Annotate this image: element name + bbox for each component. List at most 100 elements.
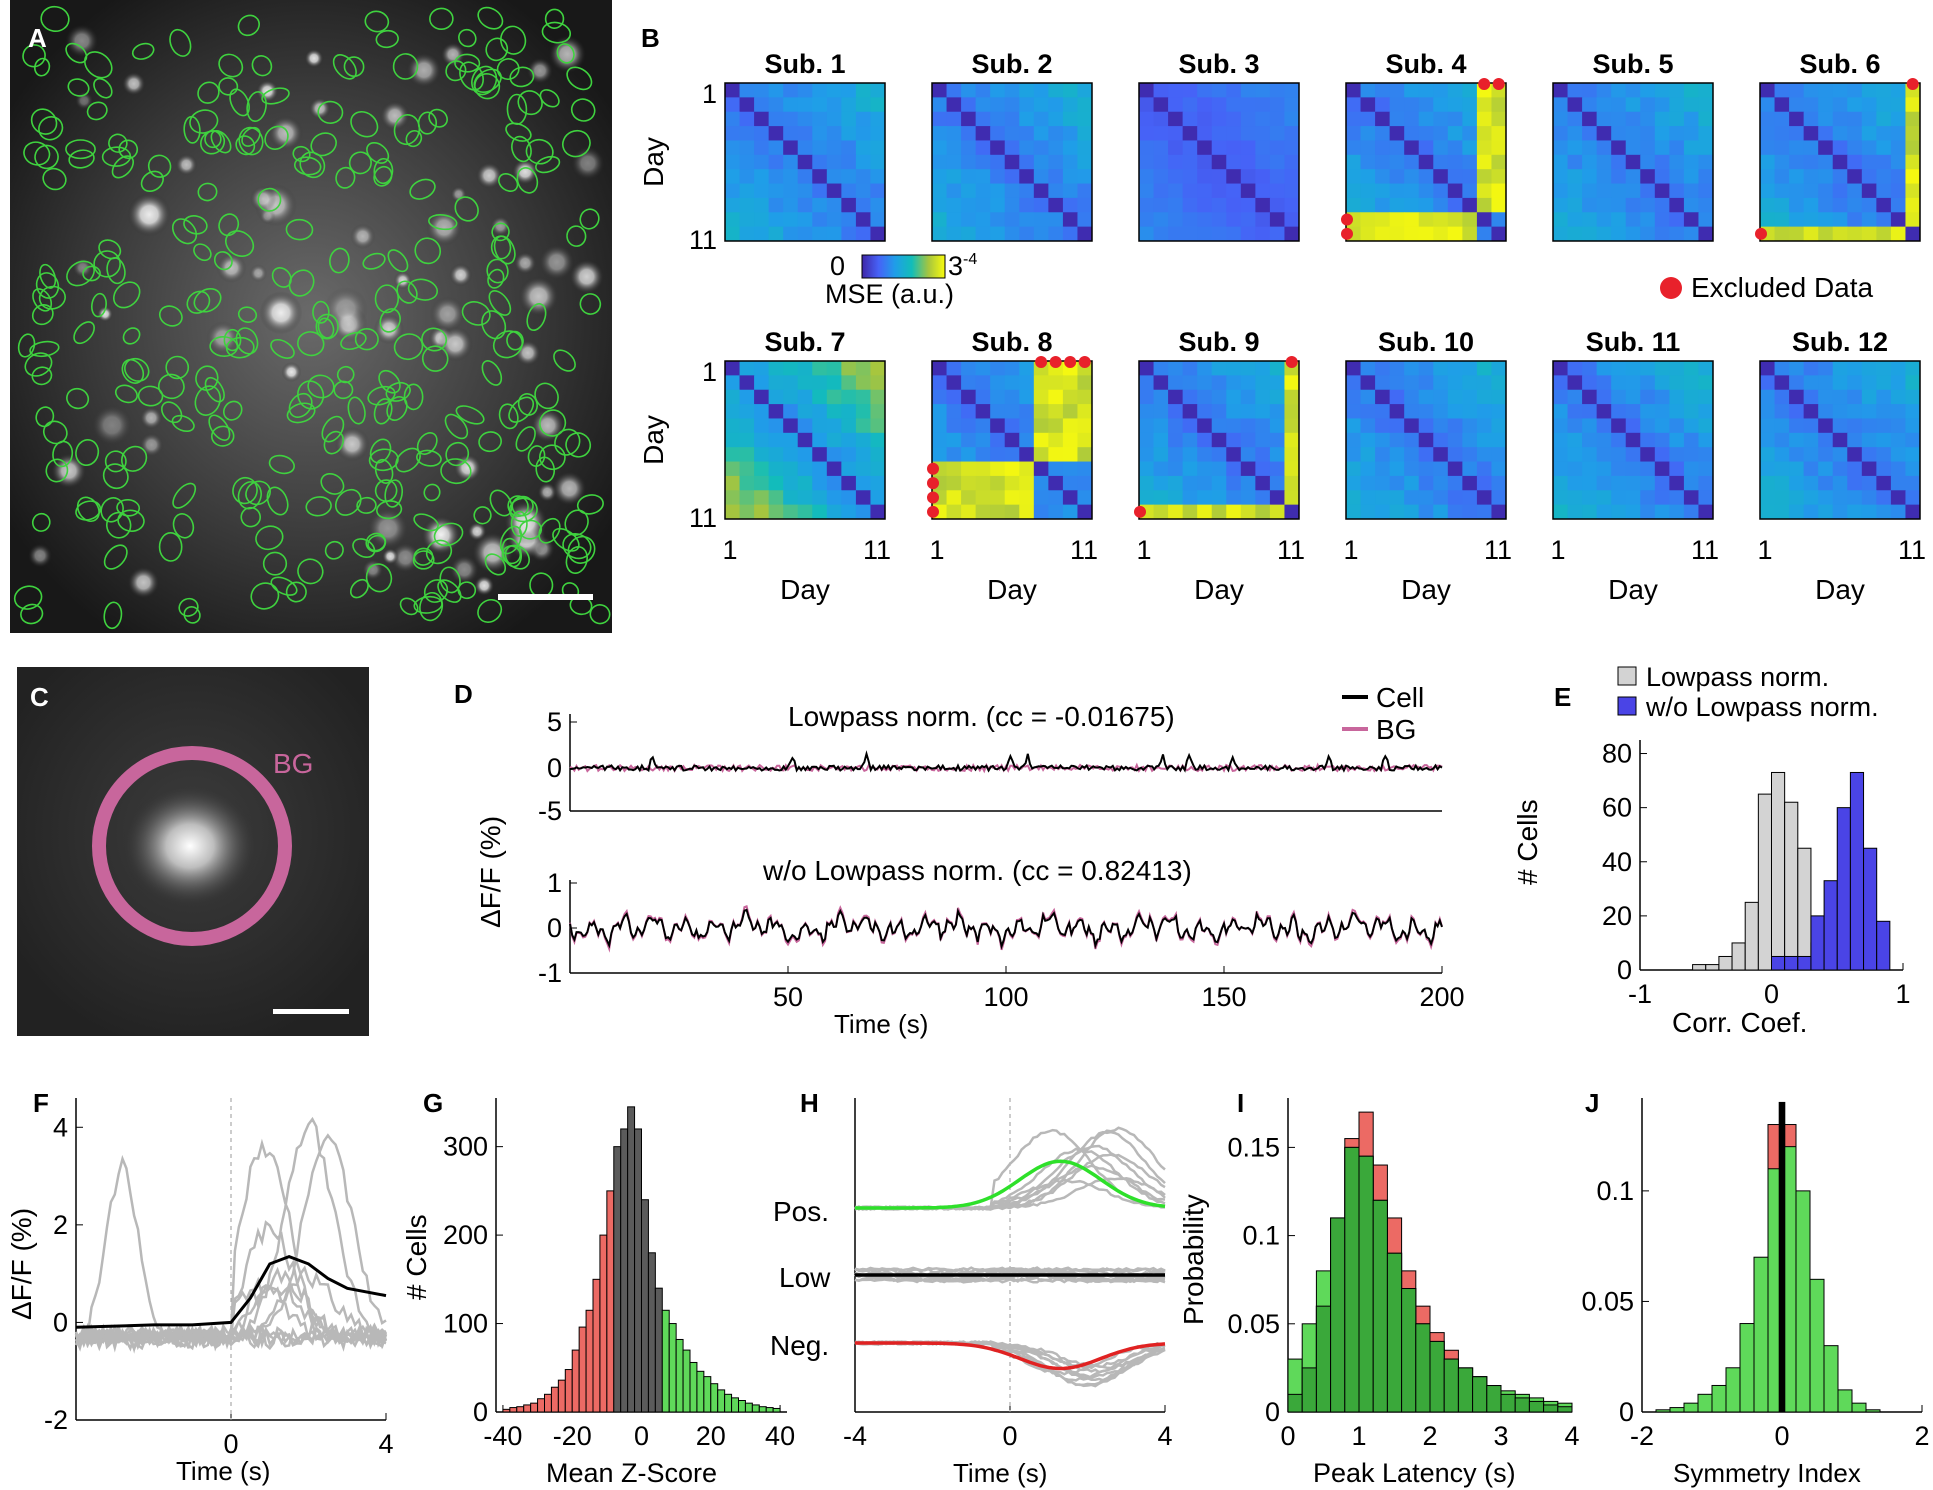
heatmap-cell xyxy=(754,183,770,199)
heatmap-cell xyxy=(1847,140,1863,156)
roi-outline xyxy=(108,133,128,153)
heatmap-cell xyxy=(1462,226,1478,242)
heatmap-cell xyxy=(1447,183,1463,199)
heatmap-cell xyxy=(1284,418,1300,434)
heatmap-cell xyxy=(1774,461,1790,477)
heatmap-cell xyxy=(1760,418,1776,434)
heatmap-cell xyxy=(1553,490,1569,506)
heatmap-cell xyxy=(1669,83,1685,98)
roi-outline xyxy=(268,454,295,475)
heatmap-cell xyxy=(1567,197,1583,213)
latency-bar-overlap xyxy=(1457,1367,1474,1413)
heatmap-cell xyxy=(1491,361,1507,376)
heatmap-cell xyxy=(1048,126,1064,141)
heatmap-cell xyxy=(1567,154,1583,170)
heatmap-cell xyxy=(990,197,1006,213)
heatmap-cell xyxy=(1596,432,1612,448)
heatmap-cell xyxy=(725,475,741,491)
heatmap-cell xyxy=(1876,197,1892,213)
cell-trace-bottom xyxy=(569,907,1443,950)
heatmap-cell xyxy=(870,461,886,477)
heatmap-cell xyxy=(1876,212,1892,228)
heatmap-cell xyxy=(1360,197,1376,213)
heatmap-cell xyxy=(725,432,741,448)
bar-wo-lowpass xyxy=(1863,847,1878,971)
heatmap-title: Sub. 4 xyxy=(1385,49,1466,79)
roi-outline xyxy=(137,385,164,407)
heatmap-cell xyxy=(1476,183,1492,199)
heatmap-cell xyxy=(1582,432,1598,448)
heatmap-cell xyxy=(754,461,770,477)
heatmap-cell xyxy=(1832,475,1848,491)
heatmap-cell xyxy=(1389,83,1405,98)
heatmap-cell xyxy=(1774,389,1790,405)
heatmap-cell xyxy=(1760,83,1776,98)
heatmap-cell xyxy=(1905,197,1921,213)
heatmap-cell xyxy=(1462,404,1478,419)
heatmap-6: Sub. 6 xyxy=(1755,49,1921,242)
heatmap-cell xyxy=(1640,461,1656,477)
heatmap-cell xyxy=(1654,197,1670,213)
pos-mean-trace xyxy=(855,1159,1166,1210)
heatmap-cell xyxy=(1019,83,1035,98)
heatmap-cell xyxy=(1654,111,1670,127)
heatmap-cell xyxy=(870,418,886,434)
heatmap-cell xyxy=(739,461,755,477)
roi-outline xyxy=(34,144,59,170)
heatmap-cell xyxy=(1255,432,1271,448)
neuron-blob xyxy=(281,362,302,382)
latency-bar-overlap xyxy=(1330,1217,1346,1413)
roi-outline xyxy=(478,431,502,453)
heatmap-cell xyxy=(1404,140,1420,156)
heatmap-cell xyxy=(1418,154,1434,170)
roi-outline xyxy=(491,222,510,242)
heatmap-cell xyxy=(1476,126,1492,141)
heatmap-cell xyxy=(1462,490,1478,506)
roi-outline xyxy=(384,479,404,508)
heatmap-cell xyxy=(1654,126,1670,141)
heatmap-cell xyxy=(797,461,813,477)
heatmap-cell xyxy=(1139,490,1155,506)
heatmap-cell xyxy=(1567,475,1583,491)
heatmap-cell xyxy=(975,154,991,170)
heatmap-cell xyxy=(1832,432,1848,448)
heatmap-cell xyxy=(1683,126,1699,141)
heatmap-cell xyxy=(1683,461,1699,477)
heatmap-cell xyxy=(1611,389,1627,405)
heatmap-cell xyxy=(1698,418,1714,434)
heatmap-cell xyxy=(1491,504,1507,520)
heatmap-cell xyxy=(1491,432,1507,448)
heatmap-cell xyxy=(1683,169,1699,185)
roi-outline xyxy=(270,576,298,596)
roi-outline xyxy=(505,122,532,142)
roi-outline xyxy=(367,385,396,406)
heatmap-cell xyxy=(1004,447,1020,463)
heatmap-cell xyxy=(783,461,799,477)
heatmap-cell xyxy=(797,126,813,141)
heatmap-cell xyxy=(1774,83,1790,98)
symmetry-bar-black xyxy=(1778,1101,1786,1413)
roi-outline xyxy=(335,166,356,189)
heatmap-cell xyxy=(1847,97,1863,113)
roi-outline xyxy=(515,426,536,452)
heatmap-cell xyxy=(1596,389,1612,405)
roi-outline xyxy=(374,284,400,314)
heatmap-cell xyxy=(1596,212,1612,228)
heatmap-cell xyxy=(754,361,770,376)
legend-lowpass: Lowpass norm. xyxy=(1646,662,1829,692)
heatmap-cell xyxy=(1019,111,1035,127)
heatmap-cell xyxy=(826,490,842,506)
heatmap-cell xyxy=(1433,389,1449,405)
heatmap-cell xyxy=(725,418,741,434)
bar-wo-lowpass xyxy=(1823,880,1838,971)
excluded-marker xyxy=(1049,356,1062,368)
roi-outline xyxy=(225,336,255,359)
heatmap-cell xyxy=(1698,404,1714,419)
heatmap-cell xyxy=(826,361,842,376)
heatmap-cell xyxy=(1255,212,1271,228)
z-score-bar xyxy=(613,1146,622,1413)
heatmap-cell xyxy=(1654,475,1670,491)
heatmap-cell xyxy=(1625,140,1641,156)
heatmap-cell xyxy=(1760,154,1776,170)
heatmap-cell xyxy=(1269,432,1285,448)
